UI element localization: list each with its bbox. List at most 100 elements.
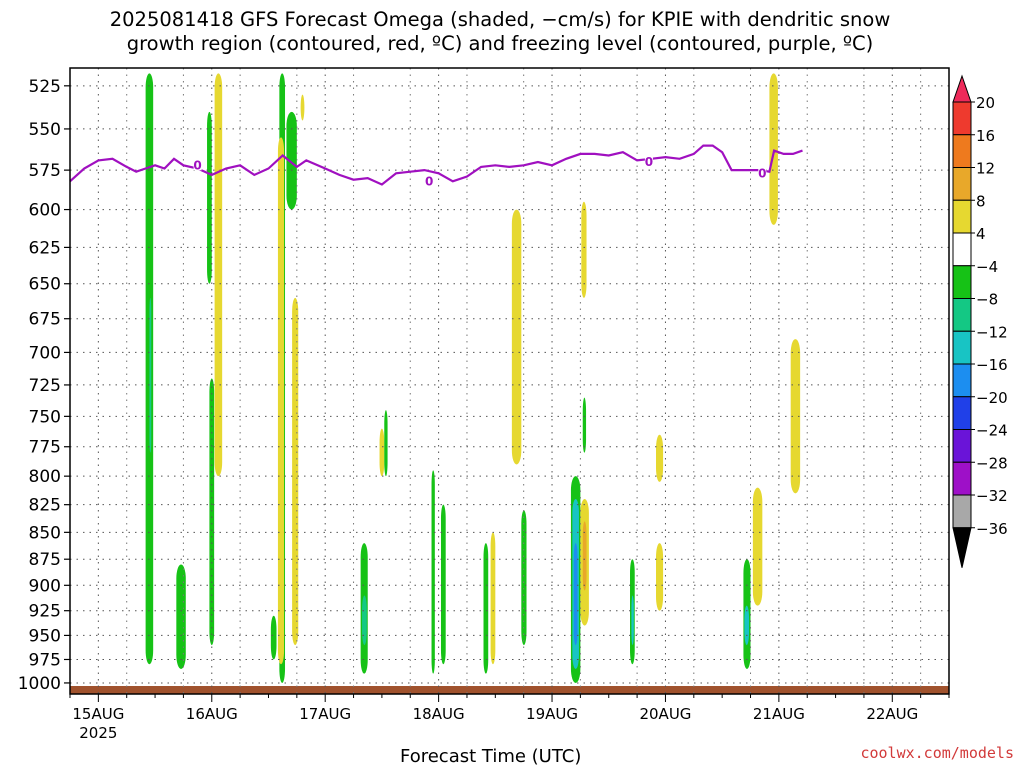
omega-cell xyxy=(292,297,299,646)
colorbar-bin xyxy=(952,330,972,365)
omega-cell xyxy=(744,605,750,646)
x-tick-label: 17AUG xyxy=(299,705,351,723)
colorbar-label: −16 xyxy=(976,356,1008,374)
y-tick-label: 600 xyxy=(29,201,61,221)
colorbar-bin xyxy=(952,298,972,332)
chart-title-line2: growth region (contoured, red, ºC) and f… xyxy=(126,32,874,55)
omega-cell xyxy=(790,339,801,494)
colorbar-bin xyxy=(952,167,972,201)
x-tick-label: 18AUG xyxy=(413,705,465,723)
omega-cell xyxy=(573,543,578,646)
y-tick-label: 650 xyxy=(29,275,61,295)
ground-band xyxy=(70,686,949,694)
colorbar-bin xyxy=(952,429,972,463)
omega-cell xyxy=(149,297,152,453)
colorbar-bottom-triangle xyxy=(952,527,972,568)
y-tick-label: 625 xyxy=(29,238,61,258)
y-axis: 525 550 575 600 625 650 675 700 725 750 775 800 825 8… xyxy=(18,77,70,694)
y-tick-label: 575 xyxy=(29,161,61,181)
y-tick-label: 850 xyxy=(29,523,61,543)
x-tick-label: 20AUG xyxy=(639,705,691,723)
freezing-level-label: 0 xyxy=(645,155,653,169)
freezing-level-label: 0 xyxy=(193,158,201,172)
chart-title-line1: 2025081418 GFS Forecast Omega (shaded, −… xyxy=(109,8,891,31)
colorbar-bin xyxy=(952,396,972,430)
y-tick-label: 875 xyxy=(29,550,61,570)
colorbar-label: −32 xyxy=(976,487,1008,505)
colorbar-label: −36 xyxy=(976,520,1008,538)
colorbar-bin xyxy=(952,363,972,398)
y-tick-label: 550 xyxy=(29,120,61,140)
omega-cell xyxy=(582,397,587,453)
freezing-level-label: 0 xyxy=(758,166,766,180)
colorbar-bin xyxy=(952,232,972,267)
omega-cell xyxy=(362,595,367,646)
freezing-level-contour: 0 0 0 0 xyxy=(69,144,803,188)
colorbar-label: −8 xyxy=(976,291,998,309)
omega-cell xyxy=(214,73,223,477)
omega-cell xyxy=(286,111,297,210)
colorbar-label: 20 xyxy=(976,94,995,112)
omega-cell xyxy=(521,510,527,646)
omega-cell xyxy=(490,532,496,665)
omega-cell xyxy=(769,73,778,225)
omega-cell xyxy=(656,543,664,611)
omega-cell xyxy=(440,504,446,665)
colorbar-label: −24 xyxy=(976,422,1008,440)
y-tick-label: 775 xyxy=(29,438,61,458)
freezing-label-bg xyxy=(644,155,653,168)
omega-cell xyxy=(384,410,388,477)
y-tick-label: 675 xyxy=(29,310,61,330)
colorbar-label: −12 xyxy=(976,323,1008,341)
omega-cell xyxy=(431,470,435,674)
freezing-level-line xyxy=(69,144,803,186)
colorbar-label: 4 xyxy=(976,225,986,243)
omega-cell xyxy=(270,615,277,660)
colorbar-label: 16 xyxy=(976,127,995,145)
y-tick-label: 725 xyxy=(29,376,61,396)
y-tick-label: 1000 xyxy=(18,674,61,694)
omega-cell xyxy=(582,521,587,591)
omega-cell xyxy=(300,94,305,121)
omega-cell xyxy=(656,434,664,482)
x-tick-label: 16AUG xyxy=(186,705,238,723)
colorbar-bin xyxy=(952,494,972,529)
omega-cell xyxy=(207,111,212,284)
colorbar-bin xyxy=(952,199,972,234)
colorbar-label: 12 xyxy=(976,160,995,178)
ground-layer xyxy=(70,686,949,694)
y-tick-label: 800 xyxy=(29,467,61,487)
colorbar-bin xyxy=(952,265,972,299)
x-tick-sublabel: 2025 xyxy=(79,724,117,742)
x-axis-title: Forecast Time (UTC) xyxy=(400,746,582,767)
y-tick-label: 900 xyxy=(29,576,61,596)
y-tick-label: 975 xyxy=(29,650,61,670)
grid-lines xyxy=(70,68,949,694)
plot-frame xyxy=(69,67,950,695)
freezing-label-bg xyxy=(758,166,767,179)
colorbar-label: −4 xyxy=(976,258,998,276)
y-tick-label: 925 xyxy=(29,602,61,622)
freezing-level-label: 0 xyxy=(425,174,433,188)
y-tick-label: 700 xyxy=(29,343,61,363)
colorbar-bin xyxy=(952,134,972,168)
x-tick-label: 15AUG xyxy=(72,705,124,723)
colorbar-label: 8 xyxy=(976,192,986,210)
y-tick-label: 525 xyxy=(29,77,61,97)
colorbar-bin xyxy=(952,461,972,496)
omega-shading xyxy=(145,73,801,683)
y-tick-label: 750 xyxy=(29,407,61,427)
credit-text: coolwx.com/models xyxy=(860,744,1014,762)
omega-cell xyxy=(631,595,634,646)
x-tick-label: 21AUG xyxy=(753,705,805,723)
freezing-label-bg xyxy=(425,174,434,187)
colorbar-bin xyxy=(952,101,972,136)
omega-cell xyxy=(483,543,489,674)
omega-cell xyxy=(752,487,763,606)
colorbar-label: −20 xyxy=(976,389,1008,407)
x-tick-label: 19AUG xyxy=(526,705,578,723)
y-tick-label: 950 xyxy=(29,626,61,646)
omega-cell xyxy=(581,201,587,298)
